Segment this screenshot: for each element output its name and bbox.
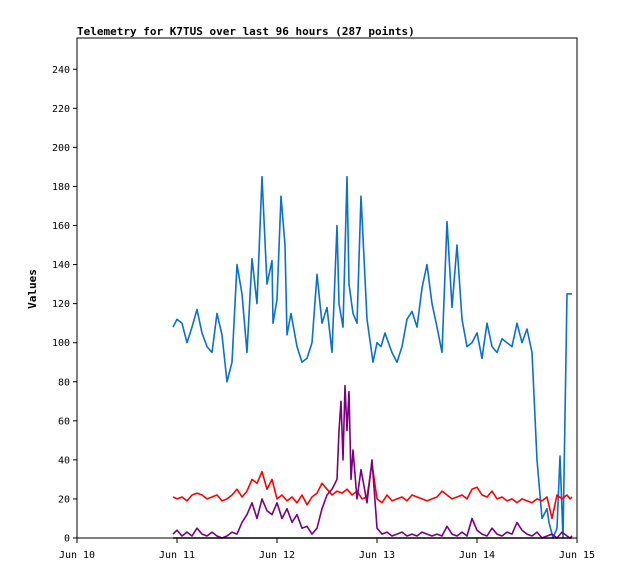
x-tick-label: Jun 15 [559, 550, 595, 561]
y-tick-label: 160 [52, 221, 70, 232]
y-tick-label: 100 [52, 338, 70, 349]
y-tick-label: 40 [58, 455, 70, 466]
y-tick-label: 220 [52, 104, 70, 115]
x-axis-ticks: Jun 10 Jun 11 Jun 12 Jun 13 Jun 14 Jun 15 [59, 538, 595, 561]
y-tick-label: 80 [58, 377, 70, 388]
y-tick-label: 120 [52, 299, 70, 310]
chart-title: Telemetry for K7TUS over last 96 hours (… [77, 25, 415, 38]
x-tick-label: Jun 10 [59, 550, 95, 561]
y-tick-label: 200 [52, 143, 70, 154]
y-axis-ticks: 0 20 40 60 80 100 120 140 160 180 200 220 240 [52, 65, 77, 545]
y-tick-label: 0 [64, 534, 70, 545]
x-tick-label: Jun 12 [259, 550, 295, 561]
series-line-1 [172, 175, 572, 539]
series-layer [172, 175, 573, 539]
y-tick-label: 140 [52, 260, 70, 271]
y-tick-label: 20 [58, 494, 70, 505]
x-tick-label: Jun 14 [459, 550, 495, 561]
series-line-2 [172, 462, 573, 520]
y-tick-label: 60 [58, 416, 70, 427]
y-tick-label: 240 [52, 65, 70, 76]
x-tick-label: Jun 11 [159, 550, 195, 561]
y-axis-label: Values [26, 269, 39, 309]
series-line-3 [172, 384, 573, 539]
y-tick-label: 180 [52, 182, 70, 193]
x-tick-label: Jun 13 [359, 550, 395, 561]
